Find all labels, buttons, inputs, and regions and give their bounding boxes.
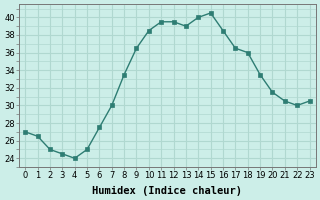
X-axis label: Humidex (Indice chaleur): Humidex (Indice chaleur) (92, 186, 242, 196)
